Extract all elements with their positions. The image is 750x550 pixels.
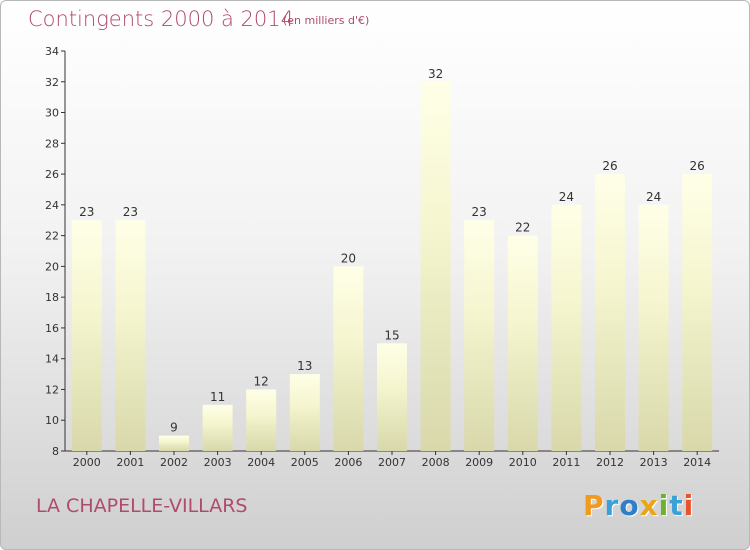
y-tick-label: 16 <box>45 322 59 335</box>
value-label: 23 <box>123 205 138 219</box>
value-label: 15 <box>384 328 399 342</box>
x-tick-label: 2001 <box>116 456 144 469</box>
x-tick-label: 2014 <box>683 456 711 469</box>
value-label: 26 <box>690 159 705 173</box>
logo-letter: o <box>619 489 640 522</box>
bar <box>464 220 495 451</box>
bar <box>595 174 625 452</box>
value-label: 20 <box>341 251 356 265</box>
bar <box>159 435 189 451</box>
x-tick-label: 2006 <box>334 456 362 469</box>
logo-letter: x <box>639 489 659 522</box>
y-tick-label: 34 <box>45 45 59 58</box>
y-tick-label: 10 <box>45 414 59 427</box>
value-label: 13 <box>297 359 312 373</box>
value-label: 32 <box>428 67 443 81</box>
y-tick-label: 24 <box>45 199 59 212</box>
x-tick-label: 2008 <box>422 456 450 469</box>
value-label: 24 <box>646 190 661 204</box>
logo-letter: i <box>658 489 670 522</box>
bar <box>377 343 407 451</box>
x-tick-label: 2013 <box>640 456 668 469</box>
x-tick-label: 2002 <box>160 456 188 469</box>
bars <box>71 81 713 452</box>
logo-letter: t <box>669 489 684 522</box>
x-tick-label: 2007 <box>378 456 406 469</box>
value-label: 23 <box>472 205 487 219</box>
y-tick-label: 32 <box>45 76 59 89</box>
value-label: 26 <box>602 159 617 173</box>
value-label: 11 <box>210 390 225 404</box>
x-tick-label: 2004 <box>247 456 275 469</box>
x-tick-label: 2010 <box>509 456 537 469</box>
bar <box>682 174 713 452</box>
value-labels: 23 23 9 11 12 13 20 15 32 23 22 24 26 24 26 <box>79 67 705 435</box>
proxiti-logo: Proxiti <box>583 489 694 522</box>
x-tick-label: 2009 <box>465 456 493 469</box>
bar <box>551 204 582 451</box>
y-tick-label: 18 <box>45 291 59 304</box>
bar <box>246 389 277 451</box>
bar <box>115 220 146 451</box>
x-tick-label: 2003 <box>204 456 232 469</box>
bar <box>202 404 233 451</box>
y-tick-label: 28 <box>45 137 59 150</box>
chart-subtitle: (en milliers d'€) <box>283 14 370 27</box>
value-label: 23 <box>79 205 94 219</box>
location-label: LA CHAPELLE-VILLARS <box>36 495 248 517</box>
y-tick-label: 30 <box>45 107 59 120</box>
y-tick-label: 14 <box>45 353 59 366</box>
bar <box>289 374 320 451</box>
value-label: 22 <box>515 221 530 235</box>
bar <box>638 204 669 451</box>
value-label: 24 <box>559 190 574 204</box>
y-tick-label: 22 <box>45 230 59 243</box>
y-axis: 8 10 12 14 16 18 20 22 24 26 28 30 32 34 <box>45 45 66 458</box>
x-axis: 2000 2001 2002 2003 2004 2005 2006 2007 2008 2009… <box>65 450 719 469</box>
bar <box>333 266 364 451</box>
x-tick-label: 2005 <box>291 456 319 469</box>
logo-letter: P <box>583 489 605 522</box>
bar <box>71 220 102 451</box>
x-tick-label: 2011 <box>552 456 580 469</box>
chart-title: Contingents 2000 à 2014 <box>28 7 294 31</box>
value-label: 9 <box>170 421 178 435</box>
y-tick-label: 12 <box>45 383 59 396</box>
x-tick-label: 2000 <box>73 456 101 469</box>
y-tick-label: 20 <box>45 260 59 273</box>
logo-letter: i <box>683 489 695 522</box>
x-tick-label: 2012 <box>596 456 624 469</box>
bar <box>507 235 538 451</box>
y-tick-label: 26 <box>45 168 59 181</box>
y-tick-label: 8 <box>52 445 59 458</box>
bar <box>420 81 451 452</box>
logo-letter: r <box>604 489 620 522</box>
value-label: 12 <box>254 374 269 388</box>
